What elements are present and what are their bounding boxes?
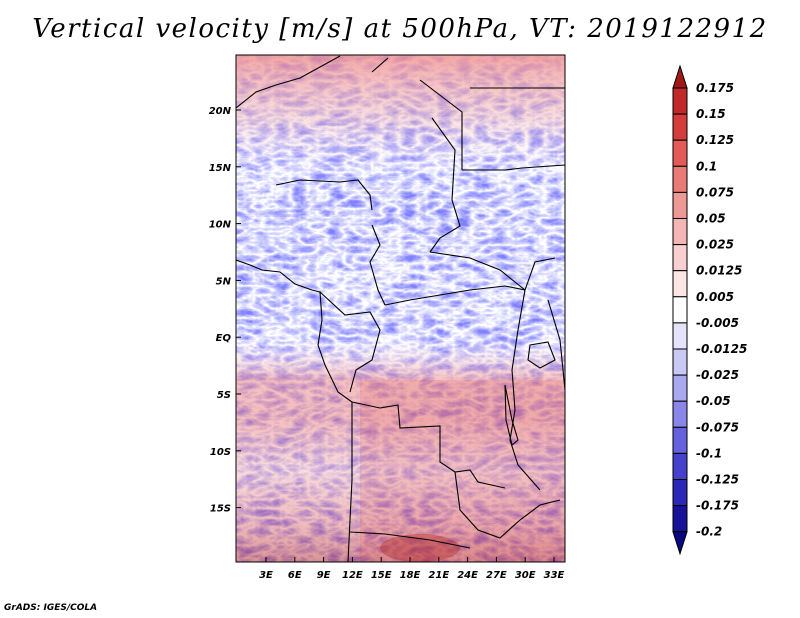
colorbar-bottom-arrow xyxy=(672,531,688,556)
colorbar-bin xyxy=(672,400,688,428)
colorbar-bin xyxy=(672,296,688,324)
colorbar-bin xyxy=(672,244,688,272)
strong-uplift-core xyxy=(380,534,460,562)
eastern-border xyxy=(547,299,565,391)
colorbar-bin xyxy=(672,505,688,533)
colorbar-bin xyxy=(672,348,688,376)
lon-tick-label: 27E xyxy=(486,570,507,581)
colorbar-bin xyxy=(672,218,688,246)
colorbar-bin xyxy=(672,479,688,507)
lon-tick-label: 21E xyxy=(428,570,449,581)
colorbar-bin xyxy=(672,270,688,298)
colorbar-label: 0.15 xyxy=(696,107,726,121)
lat-tick-label: EQ xyxy=(216,333,232,344)
colorbar-bin xyxy=(672,322,688,350)
niger-chad-border xyxy=(275,179,373,211)
lake-victoria xyxy=(527,341,556,369)
lon-tick-label: 33E xyxy=(544,570,565,581)
lon-tick-label: 30E xyxy=(515,570,536,581)
colorbar-bin xyxy=(672,113,688,141)
cameroon-car-border xyxy=(369,224,386,306)
colorbar-label: -0.075 xyxy=(696,420,739,434)
latitude-axis: 20N 15N 10N 5N EQ 5S 10S 15S xyxy=(209,106,241,515)
lon-tick-label: 18E xyxy=(400,570,421,581)
chad-sudan-border xyxy=(429,117,461,253)
coastline-west xyxy=(236,259,353,562)
lon-tick-label: 9E xyxy=(317,570,331,581)
colorbar-top-arrow xyxy=(672,64,688,89)
lat-tick-label: 15N xyxy=(209,163,232,174)
lat-tick-label: 5N xyxy=(216,276,232,287)
colorbar-label: 0.175 xyxy=(696,81,734,95)
colorbar-bin xyxy=(672,139,688,167)
colorbar-bin xyxy=(672,87,688,115)
lat-tick-label: 5S xyxy=(217,390,231,401)
colorbar-label: -0.175 xyxy=(696,499,739,513)
colorbar-label: -0.05 xyxy=(696,394,731,408)
car-drc-border xyxy=(384,285,526,306)
lat-tick-label: 20N xyxy=(209,106,232,117)
colorbar-bin xyxy=(672,374,688,402)
lat-tick-label: 10S xyxy=(210,447,231,458)
lon-tick-label: 15E xyxy=(371,570,392,581)
libya-egypt-border xyxy=(371,57,463,170)
colorbar-label: -0.2 xyxy=(696,525,722,539)
drc-east-border xyxy=(509,289,541,491)
congo-gabon-border xyxy=(319,291,381,393)
lake-tanganyika xyxy=(504,384,519,446)
colorbar-label: 0.125 xyxy=(696,133,734,147)
longitude-axis: 3E 6E 9E 12E 15E 18E 21E 24E 27E 30E 33E xyxy=(259,557,565,581)
sudan-south-sudan xyxy=(462,164,565,171)
colorbar-label: 0.075 xyxy=(696,185,734,199)
colorbar-label: -0.025 xyxy=(696,368,739,382)
lon-tick-label: 12E xyxy=(342,570,363,581)
colorbar-label: 0.05 xyxy=(696,212,726,226)
colorbar-label: 0.0125 xyxy=(696,264,742,278)
angola-namibia-border xyxy=(349,531,471,549)
country-borders xyxy=(236,55,565,562)
colorbar: 0.175 0.15 0.125 0.1 0.075 0.05 0.025 0.0125 0.0… xyxy=(672,64,747,556)
map-frame xyxy=(235,54,566,563)
algeria-libya-border xyxy=(236,55,341,109)
colorbar-label: -0.0125 xyxy=(696,342,747,356)
page-title: Vertical velocity [m/s] at 500hPa, VT: 2… xyxy=(32,14,768,44)
colorbar-label: 0.1 xyxy=(696,159,717,173)
colorbar-bin xyxy=(672,426,688,454)
south-sudan-border xyxy=(429,251,556,291)
grads-credit: GrADS: IGES/COLA xyxy=(4,603,98,613)
zambia-border xyxy=(454,471,561,539)
map-plot-area xyxy=(236,55,565,562)
colorbar-label: 0.005 xyxy=(696,290,734,304)
lat-tick-label: 15S xyxy=(210,504,231,515)
lon-tick-label: 6E xyxy=(288,570,302,581)
lat-tick-label: 10N xyxy=(209,220,232,231)
lon-tick-label: 3E xyxy=(259,570,273,581)
colorbar-bin xyxy=(672,452,688,480)
drc-angola-border xyxy=(351,401,506,489)
colorbar-label: -0.125 xyxy=(696,473,739,487)
lon-tick-label: 24E xyxy=(457,570,478,581)
colorbar-label: -0.1 xyxy=(696,446,722,460)
colorbar-label: 0.025 xyxy=(696,238,734,252)
colorbar-bin xyxy=(672,191,688,219)
colorbar-bin xyxy=(672,165,688,193)
colorbar-label: -0.005 xyxy=(696,316,739,330)
